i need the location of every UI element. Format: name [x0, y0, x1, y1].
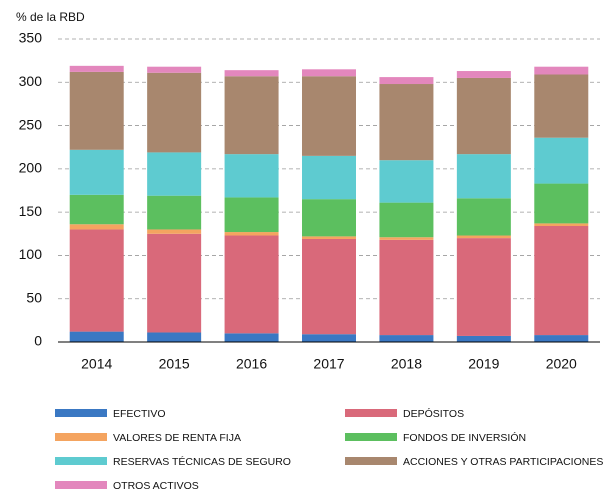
bar-segment	[224, 232, 279, 236]
bar-segment	[456, 77, 511, 155]
bar-segment	[69, 229, 124, 332]
bar-segment	[534, 66, 589, 75]
bar-segment	[379, 335, 434, 342]
bar-segment	[147, 66, 202, 73]
bar-segment	[534, 223, 589, 226]
legend-label: ACCIONES Y OTRAS PARTICIPACIONES	[403, 456, 603, 468]
bar-segment	[379, 160, 434, 203]
bar-segment	[456, 198, 511, 236]
bar-segment	[224, 76, 279, 155]
bar-segment	[302, 334, 356, 342]
legend-swatch	[55, 481, 107, 489]
y-tick-label: 250	[19, 116, 43, 132]
x-tick-label: 2014	[81, 356, 112, 372]
x-tick-label: 2017	[313, 356, 344, 372]
bar-segment	[302, 238, 356, 335]
bar-segment	[456, 235, 511, 239]
bar-segment	[534, 183, 589, 224]
y-tick-label: 300	[19, 73, 43, 89]
bar-segment	[224, 235, 279, 334]
bar-segment	[69, 224, 124, 230]
bar-segment	[302, 155, 356, 200]
bar-segment	[147, 152, 202, 196]
x-tick-label: 2016	[236, 356, 267, 372]
bar-segment	[147, 233, 202, 333]
x-tick-label: 2019	[468, 356, 499, 372]
y-tick-label: 350	[19, 30, 43, 46]
bar-segment	[147, 332, 202, 342]
bar-segment	[224, 154, 279, 198]
legend-swatch	[55, 457, 107, 465]
legend-swatch	[345, 433, 397, 441]
legend-label: VALORES DE RENTA FIJA	[113, 432, 241, 444]
x-tick-label: 2020	[546, 356, 577, 372]
bar-segment	[379, 237, 434, 240]
x-tick-label: 2015	[159, 356, 190, 372]
bar-segment	[456, 335, 511, 342]
bar-segment	[379, 202, 434, 238]
bar-segment	[534, 335, 589, 342]
legend-label: OTROS ACTIVOS	[113, 480, 199, 490]
y-axis-label: % de la RBD	[16, 10, 85, 24]
bar-segment	[69, 331, 124, 342]
legend-swatch	[345, 457, 397, 465]
bar-segment	[69, 194, 124, 225]
bar-segment	[534, 137, 589, 184]
bar-segment	[456, 71, 511, 78]
bar-segment	[224, 70, 279, 77]
y-tick-label: 100	[19, 246, 43, 262]
legend-swatch	[345, 409, 397, 417]
legend-label: EFECTIVO	[113, 408, 166, 420]
bar-segment	[302, 76, 356, 156]
bar-segment	[456, 154, 511, 199]
bar-segment	[379, 77, 434, 85]
legend-label: RESERVAS TÉCNICAS DE SEGURO	[113, 455, 291, 468]
bar-segment	[69, 71, 124, 150]
bar-segment	[302, 69, 356, 77]
x-tick-label: 2018	[391, 356, 422, 372]
legend-swatch	[55, 433, 107, 441]
bar-segment	[379, 84, 434, 161]
bar-segment	[534, 225, 589, 336]
bar-segment	[456, 238, 511, 336]
bar-segment	[147, 229, 202, 234]
bar-segment	[224, 333, 279, 342]
bar-segment	[69, 149, 124, 195]
bar-segment	[379, 239, 434, 336]
legend-label: FONDOS DE INVERSIÓN	[403, 431, 526, 444]
bar-segment	[147, 72, 202, 153]
bar-segment	[147, 195, 202, 230]
legend-label: DEPÓSITOS	[403, 407, 464, 420]
legend-swatch	[55, 409, 107, 417]
bar-segment	[224, 197, 279, 233]
bar-segment	[302, 199, 356, 237]
y-tick-label: 50	[26, 289, 42, 305]
bar-segment	[534, 74, 589, 138]
bar-segment	[302, 236, 356, 239]
bar-segment	[69, 65, 124, 72]
y-tick-label: 200	[19, 160, 43, 176]
y-tick-label: 150	[19, 203, 43, 219]
y-tick-label: 0	[34, 333, 42, 349]
